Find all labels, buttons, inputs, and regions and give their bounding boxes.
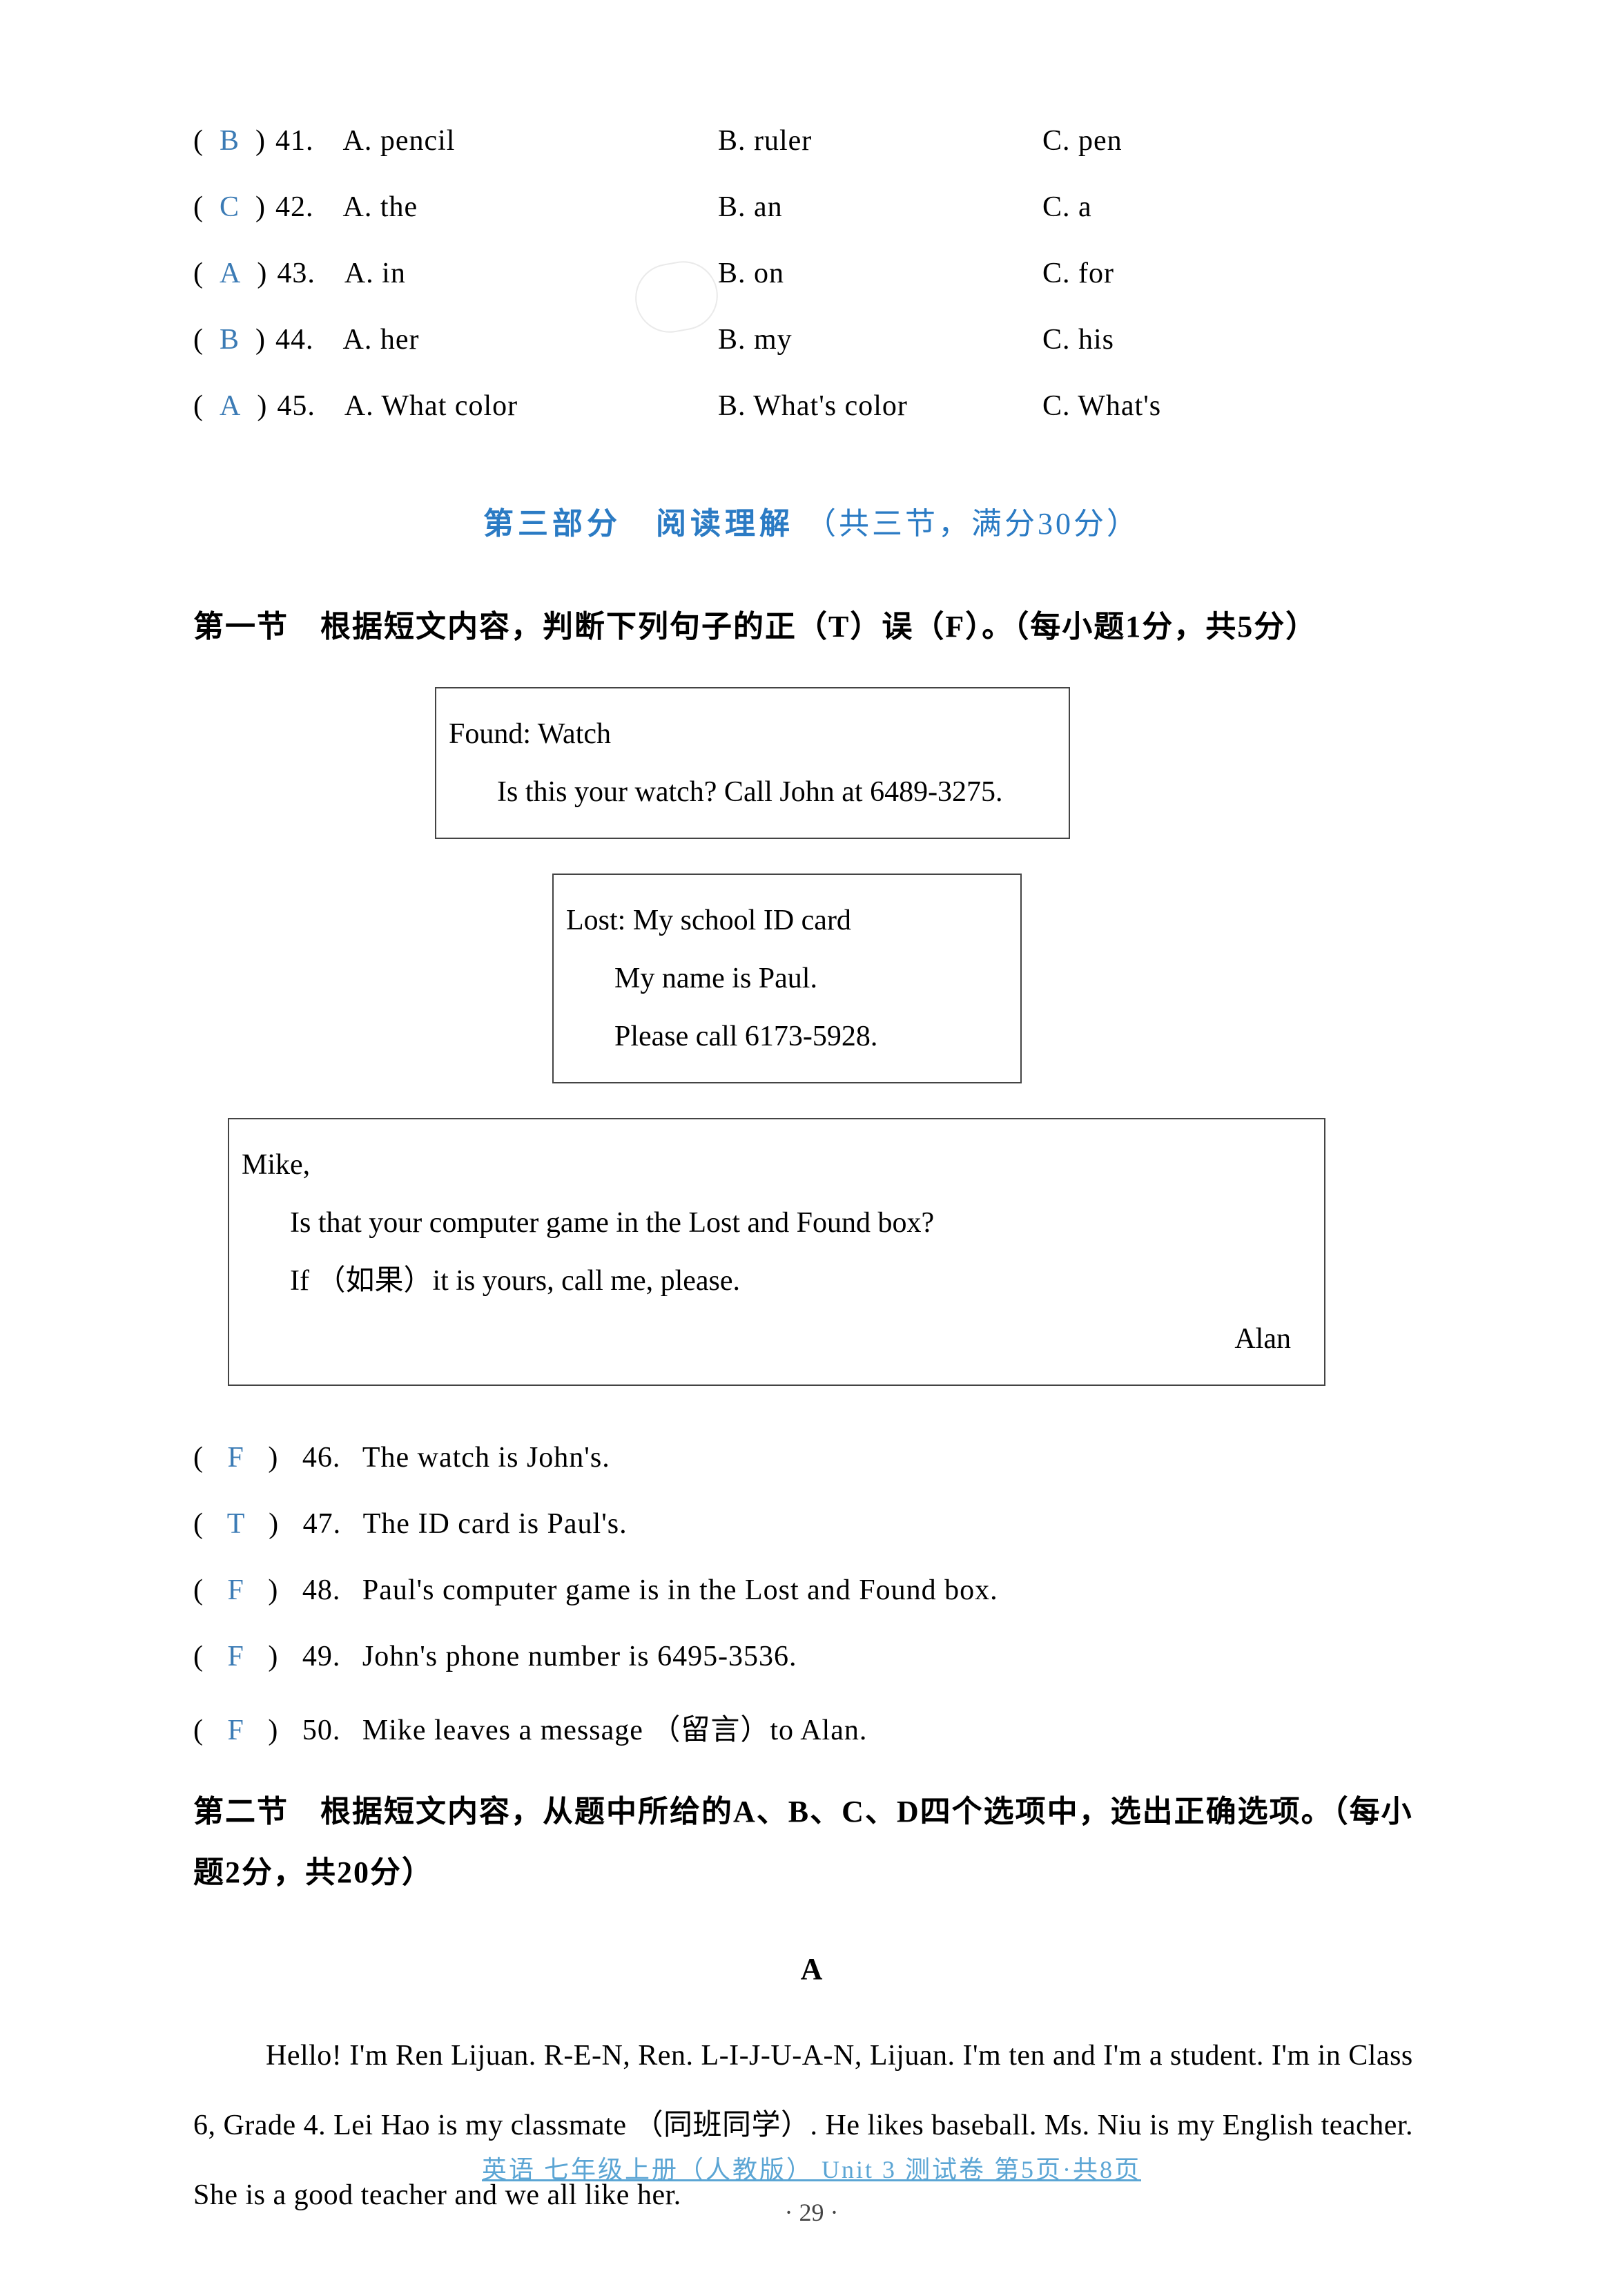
paren-close: ) xyxy=(253,1508,295,1540)
letter-line2: Is that your computer game in the Lost a… xyxy=(290,1194,1312,1252)
paren-open: ( xyxy=(193,1442,220,1474)
mc-answer-42: C xyxy=(220,191,240,224)
paren-open: ( xyxy=(193,323,220,356)
tf-answer-47: T xyxy=(227,1508,245,1540)
paren-close: ) xyxy=(241,389,267,423)
mc-opt-b-44: B. my xyxy=(718,323,793,356)
sec2-heading: 第二节 根据短文内容，从题中所给的A、B、C、D四个选项中，选出正确选项。（每小… xyxy=(193,1782,1430,1903)
tf-num-48: 48. xyxy=(302,1574,341,1606)
mc-num-41: 41. xyxy=(275,124,314,157)
lost-box: Lost: My school ID card My name is Paul.… xyxy=(552,874,1022,1083)
mc-num-43: 43. xyxy=(277,257,315,290)
paren-open: ( xyxy=(193,1574,220,1606)
part3-sub: （共三节，满分30分） xyxy=(806,507,1140,541)
page-footer: 英语 七年级上册（人教版） Unit 3 测试卷 第5页·共8页 xyxy=(0,2150,1623,2186)
mc-answer-43: A xyxy=(220,257,241,290)
mc-opt-b-41: B. ruler xyxy=(718,124,812,157)
tf-num-47: 47. xyxy=(303,1508,342,1540)
letter-line3: If （如果）it is yours, call me, please. xyxy=(290,1252,1312,1310)
tf-num-49: 49. xyxy=(302,1641,341,1672)
tf-question-49: ( F ) 49. John's phone number is 6495-35… xyxy=(193,1640,1430,1673)
tf-answer-50: F xyxy=(228,1715,244,1746)
tf-answer-48: F xyxy=(228,1574,244,1606)
mc-opt-a-43: A. in xyxy=(344,257,406,290)
mc-opt-c-41: C. pen xyxy=(1042,124,1123,157)
mc-opt-a-41: A. pencil xyxy=(343,124,456,157)
tf-text-50: Mike leaves a message （留言）to Alan. xyxy=(362,1715,868,1746)
tf-text-49: John's phone number is 6495-3536. xyxy=(362,1641,797,1672)
found-box: Found: Watch Is this your watch? Call Jo… xyxy=(435,687,1070,839)
found-line2: Is this your watch? Call John at 6489-32… xyxy=(497,763,1056,821)
mc-answer-41: B xyxy=(220,124,240,157)
mc-num-42: 42. xyxy=(275,191,314,224)
lost-line2: My name is Paul. xyxy=(614,949,1008,1007)
paren-close: ) xyxy=(252,1442,294,1474)
tf-answer-46: F xyxy=(228,1442,244,1474)
lost-line3: Please call 6173-5928. xyxy=(614,1007,1008,1065)
paren-open: ( xyxy=(193,1715,220,1746)
page-number: · 29 · xyxy=(0,2198,1623,2227)
tf-text-46: The watch is John's. xyxy=(362,1442,610,1474)
paren-open: ( xyxy=(193,1641,220,1672)
paren-close: ) xyxy=(240,323,266,356)
mc-question-44: ( B ) 44. A. her B. my C. his xyxy=(193,323,1430,356)
mc-question-42: ( C ) 42. A. the B. an C. a xyxy=(193,191,1430,224)
mc-opt-b-45: B. What's color xyxy=(718,389,908,423)
paren-close: ) xyxy=(252,1641,294,1672)
tf-question-46: ( F ) 46. The watch is John's. xyxy=(193,1441,1430,1474)
mc-question-41: ( B ) 41. A. pencil B. ruler C. pen xyxy=(193,124,1430,157)
tf-question-50: ( F ) 50. Mike leaves a message （留言）to A… xyxy=(193,1706,1430,1748)
mc-num-45: 45. xyxy=(277,389,315,423)
tf-answer-49: F xyxy=(228,1641,244,1672)
mc-opt-a-45: A. What color xyxy=(344,389,518,423)
paren-close: ) xyxy=(241,257,267,290)
mc-opt-c-42: C. a xyxy=(1042,191,1092,224)
mc-opt-c-44: C. his xyxy=(1042,323,1114,356)
paren-close: ) xyxy=(252,1574,294,1606)
paren-open: ( xyxy=(193,191,220,224)
mc-opt-c-43: C. for xyxy=(1042,257,1114,290)
mc-question-43: ( A ) 43. A. in B. on C. for xyxy=(193,257,1430,290)
paren-open: ( xyxy=(193,1508,220,1540)
paren-close: ) xyxy=(240,191,266,224)
letter-box: Mike, Is that your computer game in the … xyxy=(228,1118,1325,1386)
mc-opt-a-42: A. the xyxy=(343,191,418,224)
found-line1: Found: Watch xyxy=(449,705,1056,763)
part3-title: 第三部分 阅读理解 xyxy=(483,507,794,541)
paren-close: ) xyxy=(240,124,266,157)
letter-sig: Alan xyxy=(242,1310,1312,1368)
mc-opt-c-45: C. What's xyxy=(1042,389,1161,423)
tf-text-48: Paul's computer game is in the Lost and … xyxy=(362,1574,998,1606)
tf-question-48: ( F ) 48. Paul's computer game is in the… xyxy=(193,1574,1430,1607)
mc-opt-b-42: B. an xyxy=(718,191,783,224)
tf-num-46: 46. xyxy=(302,1442,341,1474)
paren-open: ( xyxy=(193,124,220,157)
paren-open: ( xyxy=(193,389,220,423)
tf-question-47: ( T ) 47. The ID card is Paul's. xyxy=(193,1507,1430,1541)
mc-answer-44: B xyxy=(220,323,240,356)
paren-open: ( xyxy=(193,257,220,290)
tf-text-47: The ID card is Paul's. xyxy=(363,1508,628,1540)
mc-num-44: 44. xyxy=(275,323,314,356)
passage-a-title: A xyxy=(193,1951,1430,1987)
mc-opt-b-43: B. on xyxy=(718,257,784,290)
paren-close: ) xyxy=(252,1715,294,1746)
mc-question-45: ( A ) 45. A. What color B. What's color … xyxy=(193,389,1430,423)
mc-opt-a-44: A. her xyxy=(343,323,420,356)
mc-answer-45: A xyxy=(220,389,241,423)
sec1-heading: 第一节 根据短文内容，判断下列句子的正（T）误（F）。（每小题1分，共5分） xyxy=(193,601,1430,646)
lost-line1: Lost: My school ID card xyxy=(566,891,1008,949)
letter-line1: Mike, xyxy=(242,1136,1312,1194)
tf-num-50: 50. xyxy=(302,1715,341,1746)
part3-header: 第三部分 阅读理解 （共三节，满分30分） xyxy=(193,499,1430,543)
